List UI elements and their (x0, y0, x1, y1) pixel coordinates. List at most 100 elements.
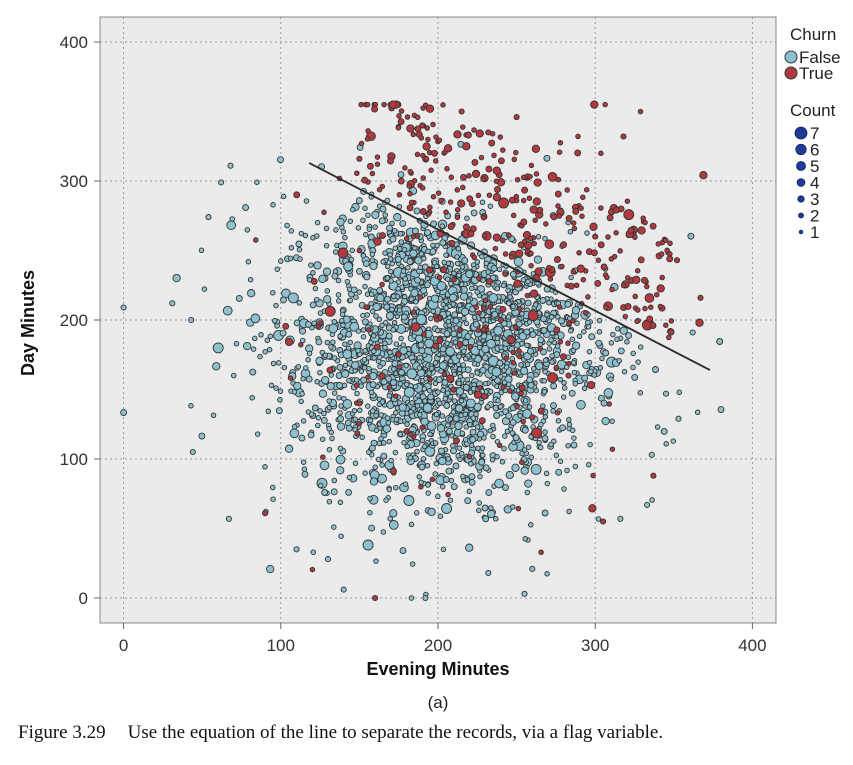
point-false (469, 428, 477, 436)
point-false (288, 228, 295, 234)
point-false (490, 422, 496, 429)
point-false (717, 406, 725, 414)
point-false (465, 543, 474, 552)
point-true (425, 104, 435, 113)
point-false (360, 252, 367, 259)
point-true (450, 386, 457, 393)
point-false (469, 285, 475, 292)
point-true (515, 249, 524, 258)
point-false (398, 335, 404, 342)
point-false (384, 415, 391, 421)
point-true (699, 171, 708, 180)
point-false (408, 296, 415, 302)
point-false (338, 533, 344, 539)
point-true (492, 233, 502, 242)
point-false (581, 374, 589, 382)
point-true (395, 351, 402, 358)
point-true (293, 191, 301, 199)
point-false (519, 340, 525, 347)
point-false (318, 389, 328, 398)
legend-label-false: False (799, 48, 841, 67)
point-false (379, 399, 386, 405)
point-false (419, 437, 426, 444)
point-false (305, 320, 312, 328)
point-false (229, 216, 235, 222)
point-false (399, 220, 407, 228)
point-false (384, 275, 391, 281)
point-false (447, 394, 454, 400)
point-false (291, 423, 298, 430)
point-true (527, 173, 533, 180)
point-false (244, 227, 251, 233)
point-false (227, 162, 234, 169)
point-true (623, 209, 635, 221)
grid-lines (100, 17, 776, 623)
point-true (287, 375, 294, 381)
point-false (689, 329, 696, 336)
point-false (561, 486, 567, 492)
point-true (310, 277, 318, 285)
point-true (644, 283, 650, 290)
point-true (667, 240, 673, 247)
point-false (566, 508, 572, 515)
point-false (506, 300, 512, 306)
count-legend-title: Count (790, 101, 836, 120)
point-false (625, 332, 633, 340)
point-true (553, 256, 561, 263)
point-false (476, 344, 483, 351)
point-false (391, 366, 397, 372)
point-false (502, 345, 508, 352)
point-true (446, 374, 455, 383)
point-false (581, 328, 587, 335)
point-true (425, 136, 431, 143)
point-false (452, 415, 460, 423)
point-false (527, 347, 534, 355)
point-false (391, 227, 398, 234)
point-false (389, 235, 397, 243)
point-false (397, 418, 404, 424)
point-false (441, 378, 449, 386)
point-true (419, 424, 425, 431)
point-true (659, 274, 665, 281)
point-false (585, 324, 592, 330)
point-false (475, 445, 481, 452)
point-false (544, 480, 551, 487)
point-false (357, 407, 363, 414)
point-false (373, 427, 380, 434)
point-true (515, 505, 522, 512)
point-false (568, 328, 574, 334)
y-tick-label: 400 (60, 33, 88, 52)
point-true (448, 239, 456, 247)
point-false (369, 257, 376, 263)
point-false (608, 376, 614, 382)
point-false (450, 443, 456, 449)
point-false (418, 479, 424, 486)
point-true (420, 152, 426, 159)
point-false (447, 358, 454, 365)
point-false (456, 332, 463, 338)
point-false (570, 441, 578, 449)
point-false (565, 442, 571, 449)
point-false (355, 197, 363, 205)
point-false (349, 321, 360, 332)
point-false (310, 270, 316, 276)
point-false (507, 294, 513, 300)
point-false (389, 379, 397, 387)
point-true (559, 353, 567, 361)
point-true (410, 131, 417, 138)
point-false (324, 288, 331, 294)
point-false (254, 431, 261, 437)
point-false (439, 483, 446, 490)
point-false (270, 496, 276, 502)
point-false (348, 256, 355, 263)
point-false (462, 383, 470, 391)
point-true (309, 566, 316, 573)
point-true (532, 217, 538, 224)
point-false (511, 392, 520, 401)
point-false (378, 435, 384, 442)
point-false (222, 305, 233, 316)
point-false (315, 422, 321, 429)
point-true (642, 219, 648, 226)
point-false (492, 516, 499, 522)
point-false (393, 410, 399, 416)
